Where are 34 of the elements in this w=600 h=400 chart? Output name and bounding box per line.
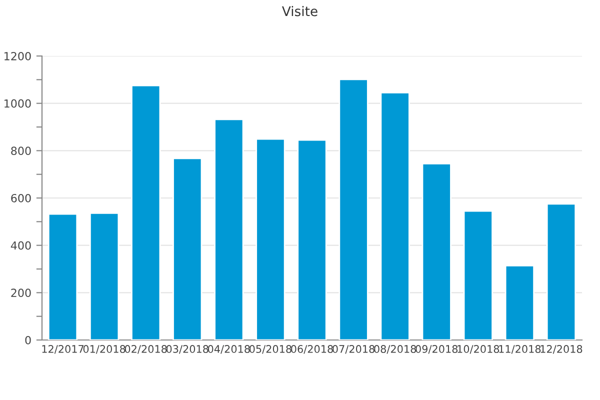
- bar: [504, 264, 535, 340]
- bar: [380, 92, 410, 340]
- x-tick-label: 03/2018: [166, 345, 208, 354]
- x-tick-label: 02/2018: [124, 345, 167, 354]
- bar: [256, 138, 286, 340]
- y-tick-label: 200: [11, 288, 31, 298]
- bar: [48, 213, 78, 340]
- bar: [422, 162, 452, 340]
- x-tick-label: 12/2017: [42, 345, 84, 354]
- x-tick-label: 07/2018: [332, 345, 374, 354]
- x-tick-label: 11/2018: [499, 345, 541, 354]
- bar: [297, 139, 327, 340]
- bar: [338, 78, 368, 340]
- x-tick-label: 09/2018: [416, 345, 458, 354]
- x-tick-label: 10/2018: [458, 345, 500, 354]
- y-tick-label: 800: [11, 146, 31, 156]
- x-tick-label: 12/2018: [540, 345, 582, 354]
- x-tick-label: 06/2018: [291, 345, 333, 354]
- bar: [172, 158, 202, 340]
- bar: [131, 84, 161, 340]
- y-tick-label: 1000: [4, 99, 31, 108]
- bar: [463, 210, 493, 340]
- x-tick-label: 04/2018: [208, 345, 250, 354]
- x-tick-label: 05/2018: [250, 345, 292, 354]
- x-tick-label: 08/2018: [374, 345, 416, 354]
- y-tick-label: 400: [10, 241, 31, 250]
- x-tick-label: 01/2018: [83, 345, 126, 354]
- bar: [214, 118, 244, 340]
- chart-title: Visite: [282, 6, 318, 16]
- y-tick-label: 1200: [4, 52, 31, 60]
- bar: [546, 203, 576, 340]
- y-tick-label: 600: [11, 194, 31, 202]
- bar: [89, 212, 120, 340]
- y-tick-label: 0: [25, 336, 31, 344]
